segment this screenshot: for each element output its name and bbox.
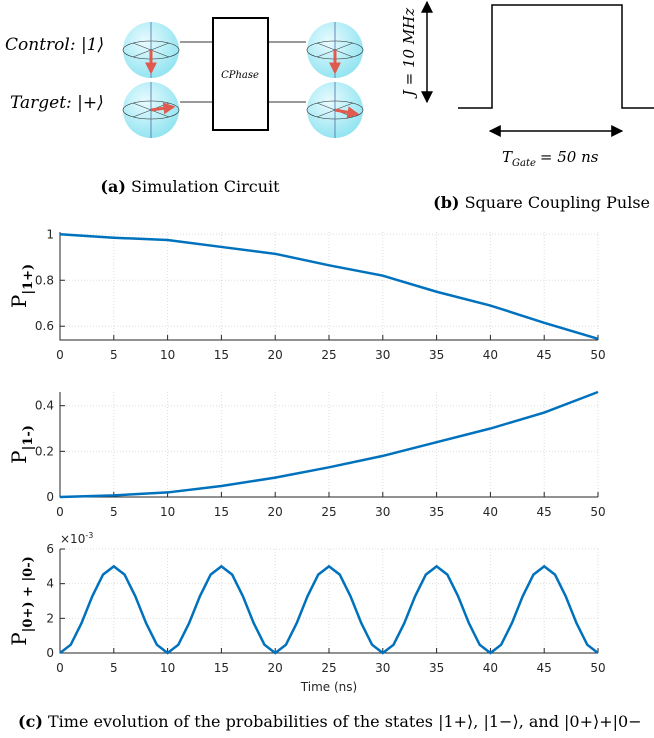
x-tick-label: 35 xyxy=(429,505,444,519)
x-tick-label: 0 xyxy=(56,505,64,519)
y-tick-label: 2 xyxy=(46,611,54,625)
y-tick-label: 6 xyxy=(46,542,54,556)
y-tick-label: 0.8 xyxy=(35,273,54,287)
state-arrow xyxy=(334,106,360,119)
x-tick-label: 0 xyxy=(56,661,64,675)
x-tick-label: 10 xyxy=(160,661,175,675)
x-tick-label: 15 xyxy=(214,348,229,362)
data-line xyxy=(59,233,599,341)
y-label-main: P xyxy=(7,632,31,645)
x-tick-label: 25 xyxy=(321,661,336,675)
caption-tag: (a) xyxy=(100,177,126,196)
y-label: P|1+) xyxy=(7,264,36,308)
y-tick-label: 0.4 xyxy=(35,399,54,413)
x-tick-label: 30 xyxy=(375,505,390,519)
duration-symbol: T xyxy=(502,148,513,166)
axes xyxy=(59,232,598,341)
caption-c: (c) Time evolution of the probabilities … xyxy=(18,712,642,731)
pulse-shape xyxy=(458,4,654,109)
x-tick-label: 5 xyxy=(110,661,118,675)
y-label-main: P xyxy=(7,450,31,463)
y-tick-label: 4 xyxy=(46,577,54,591)
state-arrow xyxy=(150,102,176,115)
y-label-sub: |1+) xyxy=(21,264,36,295)
y-label-main: P xyxy=(7,295,31,308)
multiplier-exp: -3 xyxy=(85,531,93,540)
data-line xyxy=(59,564,599,655)
x-tick-label: 15 xyxy=(214,661,229,675)
caption-text: Time evolution of the probabilities of t… xyxy=(48,712,642,731)
control-label: Control: |1⟩ xyxy=(5,35,104,55)
x-tick-label: 5 xyxy=(110,348,118,362)
caption-text: Square Coupling Pulse xyxy=(465,193,650,212)
y-tick-label: 0.2 xyxy=(35,444,54,458)
y-tick-label: 0.6 xyxy=(35,319,54,333)
x-tick-label: 20 xyxy=(268,348,283,362)
x-label: Time (ns) xyxy=(300,680,357,694)
caption-tag: (c) xyxy=(18,712,43,731)
caption-b: (b) Square Coupling Pulse xyxy=(433,193,650,212)
x-tick-label: 25 xyxy=(321,348,336,362)
x-tick-label: 10 xyxy=(160,505,175,519)
duration-sub: Gate xyxy=(512,158,536,169)
multiplier-base: ×10 xyxy=(60,532,85,546)
duration-label: TGate = 50 ns xyxy=(502,148,599,169)
caption-a: (a) Simulation Circuit xyxy=(100,177,280,196)
x-tick-label: 50 xyxy=(590,661,605,675)
y-label: P|1-) xyxy=(7,425,36,464)
duration-value: = 50 ns xyxy=(540,148,599,166)
data-line xyxy=(59,390,599,499)
x-tick-label: 20 xyxy=(268,661,283,675)
x-tick-label: 20 xyxy=(268,505,283,519)
y-tick-label: 0 xyxy=(46,490,54,504)
gate-label: CPhase xyxy=(221,70,259,81)
x-tick-label: 45 xyxy=(537,661,552,675)
x-tick-label: 45 xyxy=(537,505,552,519)
x-tick-label: 35 xyxy=(429,661,444,675)
y-tick-label: 1 xyxy=(46,227,54,241)
x-tick-label: 35 xyxy=(429,348,444,362)
x-tick-label: 5 xyxy=(110,505,118,519)
x-tick-label: 0 xyxy=(56,348,64,362)
y-tick-label: 0 xyxy=(46,646,54,660)
x-tick-label: 30 xyxy=(375,661,390,675)
x-tick-label: 50 xyxy=(590,348,605,362)
y-label-sub: |1-) xyxy=(21,425,36,450)
y-label: P|0+) + |0-) xyxy=(7,556,36,646)
bloch-spheres xyxy=(122,22,364,138)
amplitude-label: J = 10 MHz xyxy=(400,8,418,99)
x-tick-label: 40 xyxy=(483,505,498,519)
circuit xyxy=(180,17,306,131)
x-tick-label: 40 xyxy=(483,661,498,675)
y-label-sub: |0+) + |0-) xyxy=(21,556,36,632)
x-tick-label: 25 xyxy=(321,505,336,519)
x-tick-label: 15 xyxy=(214,505,229,519)
x-tick-label: 50 xyxy=(590,505,605,519)
x-tick-label: 30 xyxy=(375,348,390,362)
x-tick-label: 45 xyxy=(537,348,552,362)
x-tick-label: 40 xyxy=(483,348,498,362)
axis-multiplier: ×10-3 xyxy=(60,531,93,546)
gate-box xyxy=(212,17,269,131)
target-label: Target: |+⟩ xyxy=(10,93,104,113)
caption-text: Simulation Circuit xyxy=(131,177,280,196)
x-tick-label: 10 xyxy=(160,348,175,362)
caption-tag: (b) xyxy=(433,193,459,212)
